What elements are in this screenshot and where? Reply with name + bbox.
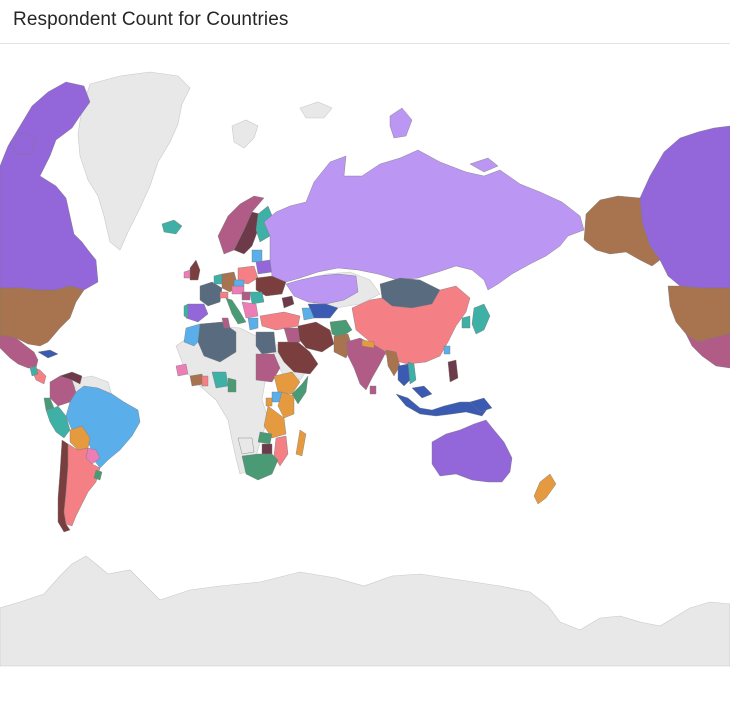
country-mozambique[interactable] xyxy=(273,435,289,467)
world-choropleth-map xyxy=(0,46,730,668)
country-greenland[interactable] xyxy=(77,71,191,251)
country-afghanistan[interactable] xyxy=(329,319,353,339)
country-turkmenistan[interactable] xyxy=(301,307,315,321)
country-switzerland[interactable] xyxy=(219,291,229,299)
country-australia[interactable] xyxy=(431,419,513,483)
country-poland[interactable] xyxy=(237,265,259,285)
country-japan[interactable] xyxy=(471,303,491,335)
country-russia-islands[interactable] xyxy=(469,157,499,173)
country-belarus[interactable] xyxy=(255,259,273,275)
country-nepal[interactable] xyxy=(361,339,375,349)
country-rwanda[interactable] xyxy=(265,397,273,407)
country-portugal[interactable] xyxy=(183,303,189,319)
country-usa-alaska[interactable] xyxy=(583,195,661,267)
country-benelux[interactable] xyxy=(213,273,223,285)
country-mexico[interactable] xyxy=(0,335,39,369)
chart-title: Respondent Count for Countries xyxy=(13,9,289,30)
country-franz-josef[interactable] xyxy=(299,101,333,119)
country-hungary[interactable] xyxy=(241,291,251,301)
country-svalbard[interactable] xyxy=(231,119,259,149)
country-kazakhstan[interactable] xyxy=(285,273,359,305)
country-taiwan[interactable] xyxy=(443,345,451,355)
country-philippines[interactable] xyxy=(447,359,459,383)
country-balkans[interactable] xyxy=(241,301,259,319)
country-sri-lanka[interactable] xyxy=(369,385,377,395)
country-mexico-east[interactable] xyxy=(685,333,730,369)
country-somalia[interactable] xyxy=(291,375,309,405)
country-south-africa[interactable] xyxy=(241,453,279,481)
country-peru[interactable] xyxy=(45,405,71,439)
country-zambia[interactable] xyxy=(257,431,273,445)
country-ghana[interactable] xyxy=(201,375,209,387)
country-korea[interactable] xyxy=(461,315,471,329)
country-guatemala[interactable] xyxy=(29,365,39,377)
country-cameroon[interactable] xyxy=(227,377,237,393)
chart-header: Respondent Count for Countries xyxy=(0,0,730,44)
country-west-africa-1[interactable] xyxy=(175,363,189,377)
country-tanzania[interactable] xyxy=(263,405,287,439)
country-canada-islands[interactable] xyxy=(9,131,37,155)
country-czech[interactable] xyxy=(233,279,245,287)
country-russia-novaya[interactable] xyxy=(389,107,413,139)
country-ethiopia[interactable] xyxy=(273,371,301,395)
country-turkey[interactable] xyxy=(259,311,301,331)
country-iraq[interactable] xyxy=(283,327,301,343)
country-tunisia[interactable] xyxy=(221,317,231,329)
country-greece[interactable] xyxy=(247,317,259,331)
country-romania[interactable] xyxy=(249,291,265,305)
country-uk[interactable] xyxy=(189,259,201,281)
country-kenya[interactable] xyxy=(277,391,295,419)
country-usa-west[interactable] xyxy=(0,285,85,347)
country-namibia[interactable] xyxy=(237,437,255,455)
country-new-zealand[interactable] xyxy=(533,473,557,505)
country-france[interactable] xyxy=(199,281,223,307)
country-usa-east[interactable] xyxy=(667,285,730,343)
country-ireland[interactable] xyxy=(183,269,191,279)
country-zimbabwe[interactable] xyxy=(261,443,273,455)
country-italy[interactable] xyxy=(225,297,247,325)
country-norway[interactable] xyxy=(217,195,265,255)
country-baltics[interactable] xyxy=(251,249,263,263)
country-venezuela[interactable] xyxy=(59,371,83,385)
country-vietnam[interactable] xyxy=(407,361,417,385)
country-spain[interactable] xyxy=(185,303,209,323)
country-antarctica[interactable] xyxy=(0,555,730,667)
country-madagascar[interactable] xyxy=(295,429,307,457)
country-egypt[interactable] xyxy=(255,331,277,355)
country-sudan[interactable] xyxy=(255,353,281,383)
country-papua[interactable] xyxy=(469,397,493,413)
country-iceland[interactable] xyxy=(161,219,183,235)
country-myanmar[interactable] xyxy=(385,349,401,377)
country-argentina[interactable] xyxy=(63,443,101,527)
country-cuba[interactable] xyxy=(37,349,59,359)
country-uruguay[interactable] xyxy=(93,469,103,481)
country-russia[interactable] xyxy=(263,149,585,291)
country-caucasus[interactable] xyxy=(281,295,295,309)
country-malaysia[interactable] xyxy=(411,385,433,399)
country-africa-nodata[interactable] xyxy=(175,325,269,475)
map-canvas xyxy=(0,71,730,667)
country-saudi-arabia[interactable] xyxy=(277,341,319,375)
